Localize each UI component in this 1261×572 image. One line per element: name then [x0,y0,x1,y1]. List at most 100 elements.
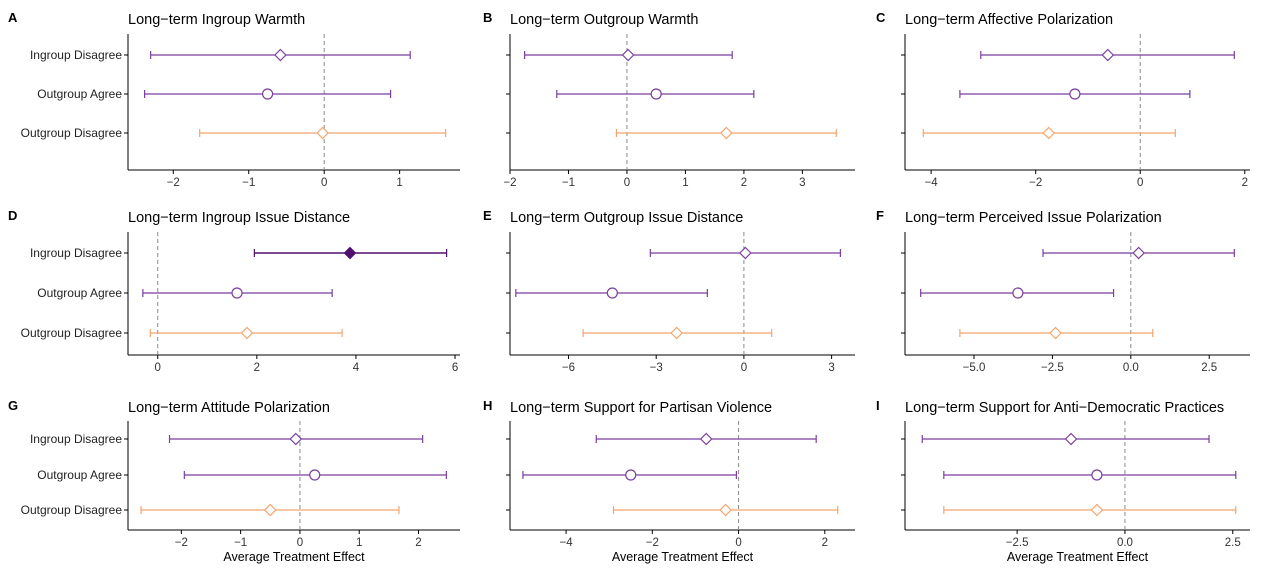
x-tick-label: 0 [1137,177,1143,189]
x-tick-label: −6 [562,362,575,374]
estimate-outgroup-agree [515,287,708,299]
x-tick-label: 2 [1242,177,1248,189]
panel-i: I Long−term Support for Anti−Democratic P… [876,398,1250,564]
point-estimate-marker [739,246,752,260]
estimate-outgroup-agree [142,287,333,299]
point-estimate-marker [316,126,330,140]
point-estimate-marker [1042,126,1056,140]
x-tick-label: 0 [741,362,747,374]
panel-letter: D [8,208,17,223]
point-estimate-marker [240,326,254,340]
category-label: Ingroup Disagree [30,432,122,446]
category-label: Ingroup Disagree [30,48,122,62]
estimate-outgroup-disagree [149,326,343,340]
category-label: Outgroup Agree [37,286,122,300]
panel-title: Long−term Support for Anti−Democratic Pr… [905,400,1224,416]
estimate-ingroup-disagree [649,246,841,260]
point-estimate-marker [621,48,635,62]
panel-title: Long−term Affective Polarization [905,12,1113,28]
panel-letter: I [876,398,880,413]
panel-title: Long−term Outgroup Issue Distance [510,210,743,226]
panel-title: Long−term Outgroup Warmth [510,12,698,28]
x-tick-label: 3 [828,362,834,374]
estimate-outgroup-agree [920,287,1115,299]
estimate-outgroup-agree [556,88,755,100]
estimate-outgroup-disagree [582,326,773,340]
x-tick-label: 2.5 [1225,537,1241,549]
estimate-outgroup-disagree [140,503,400,517]
point-estimate-marker [274,48,287,62]
x-tick-label: 2.5 [1201,362,1217,374]
panel-h: H Long−term Support for Partisan Violence… [483,398,855,564]
panel-b: B Long−term Outgroup Warmth −2 −1 0 1 2 3 [483,10,855,189]
point-estimate-marker [650,88,662,100]
x-tick-label: 2 [822,537,828,549]
estimate-outgroup-agree [959,88,1191,100]
panel-letter: G [8,398,18,413]
x-tick-label: 3 [799,177,805,189]
point-estimate-marker [699,432,713,446]
x-tick-label: −2.5 [1041,362,1064,374]
panel-letter: B [483,10,492,25]
x-tick-label: −2 [503,177,516,189]
x-tick-label: 0.0 [1117,537,1133,549]
panel-title: Long−term Attitude Polarization [128,400,330,416]
x-tick-label: −4 [925,177,939,189]
category-label: Outgroup Disagree [21,126,123,140]
point-estimate-marker [1012,287,1024,299]
x-tick-label: −4 [560,537,574,549]
panel-g: G Long−term Attitude Polarization Ingroup … [8,398,460,564]
x-tick-label: 0 [624,177,630,189]
x-tick-label: −2 [175,537,188,549]
x-tick-label: −2 [167,177,180,189]
point-estimate-marker [1049,326,1062,340]
point-estimate-marker [625,469,637,481]
estimate-ingroup-disagree [150,48,411,62]
x-tick-label: −2.5 [1006,537,1029,549]
x-tick-label: 1 [356,537,362,549]
x-tick-label: −5.0 [963,362,986,374]
estimate-ingroup-disagree [980,48,1235,62]
estimate-outgroup-agree [144,88,392,100]
panel-title: Long−term Ingroup Warmth [128,12,305,28]
point-estimate-marker [1069,88,1081,100]
x-axis-label: Average Treatment Effect [223,550,365,564]
point-estimate-marker [1090,503,1104,517]
estimate-outgroup-agree [943,469,1237,481]
estimate-outgroup-disagree [199,126,447,140]
x-tick-label: 2 [254,362,260,374]
x-tick-label: −1 [242,177,255,189]
x-tick-label: 0 [297,537,303,549]
estimate-outgroup-disagree [959,326,1154,340]
point-estimate-marker [231,287,243,299]
x-tick-label: −2 [646,537,659,549]
point-estimate-marker [1064,432,1078,446]
point-estimate-marker [261,88,274,100]
category-label: Outgroup Agree [37,87,122,101]
category-label: Ingroup Disagree [30,246,122,260]
x-tick-label: −1 [234,537,247,549]
panel-d: D Long−term Ingroup Issue Distance Ingroup… [8,208,460,374]
x-tick-label: −1 [562,177,575,189]
estimate-outgroup-agree [522,469,738,481]
x-tick-label: 6 [452,362,458,374]
x-tick-label: 0 [321,177,327,189]
estimate-ingroup-disagree [595,432,817,446]
x-tick-label: 0.0 [1123,362,1139,374]
x-tick-label: −2 [1029,177,1042,189]
estimate-outgroup-disagree [922,126,1176,140]
point-estimate-marker [1101,48,1115,62]
panel-title: Long−term Ingroup Issue Distance [128,210,350,226]
panel-c: C Long−term Affective Polarization −4 −2 0 2 [876,10,1250,189]
point-estimate-marker [289,432,303,446]
estimate-outgroup-disagree [615,126,837,140]
x-tick-label: 4 [353,362,360,374]
x-axis-label: Average Treatment Effect [1007,550,1149,564]
point-estimate-marker [343,246,357,260]
panel-title: Long−term Support for Partisan Violence [510,400,772,416]
panel-title: Long−term Perceived Issue Polarization [905,210,1162,226]
point-estimate-marker [309,469,321,481]
panel-letter: A [8,10,18,25]
estimate-ingroup-disagree [921,432,1210,446]
